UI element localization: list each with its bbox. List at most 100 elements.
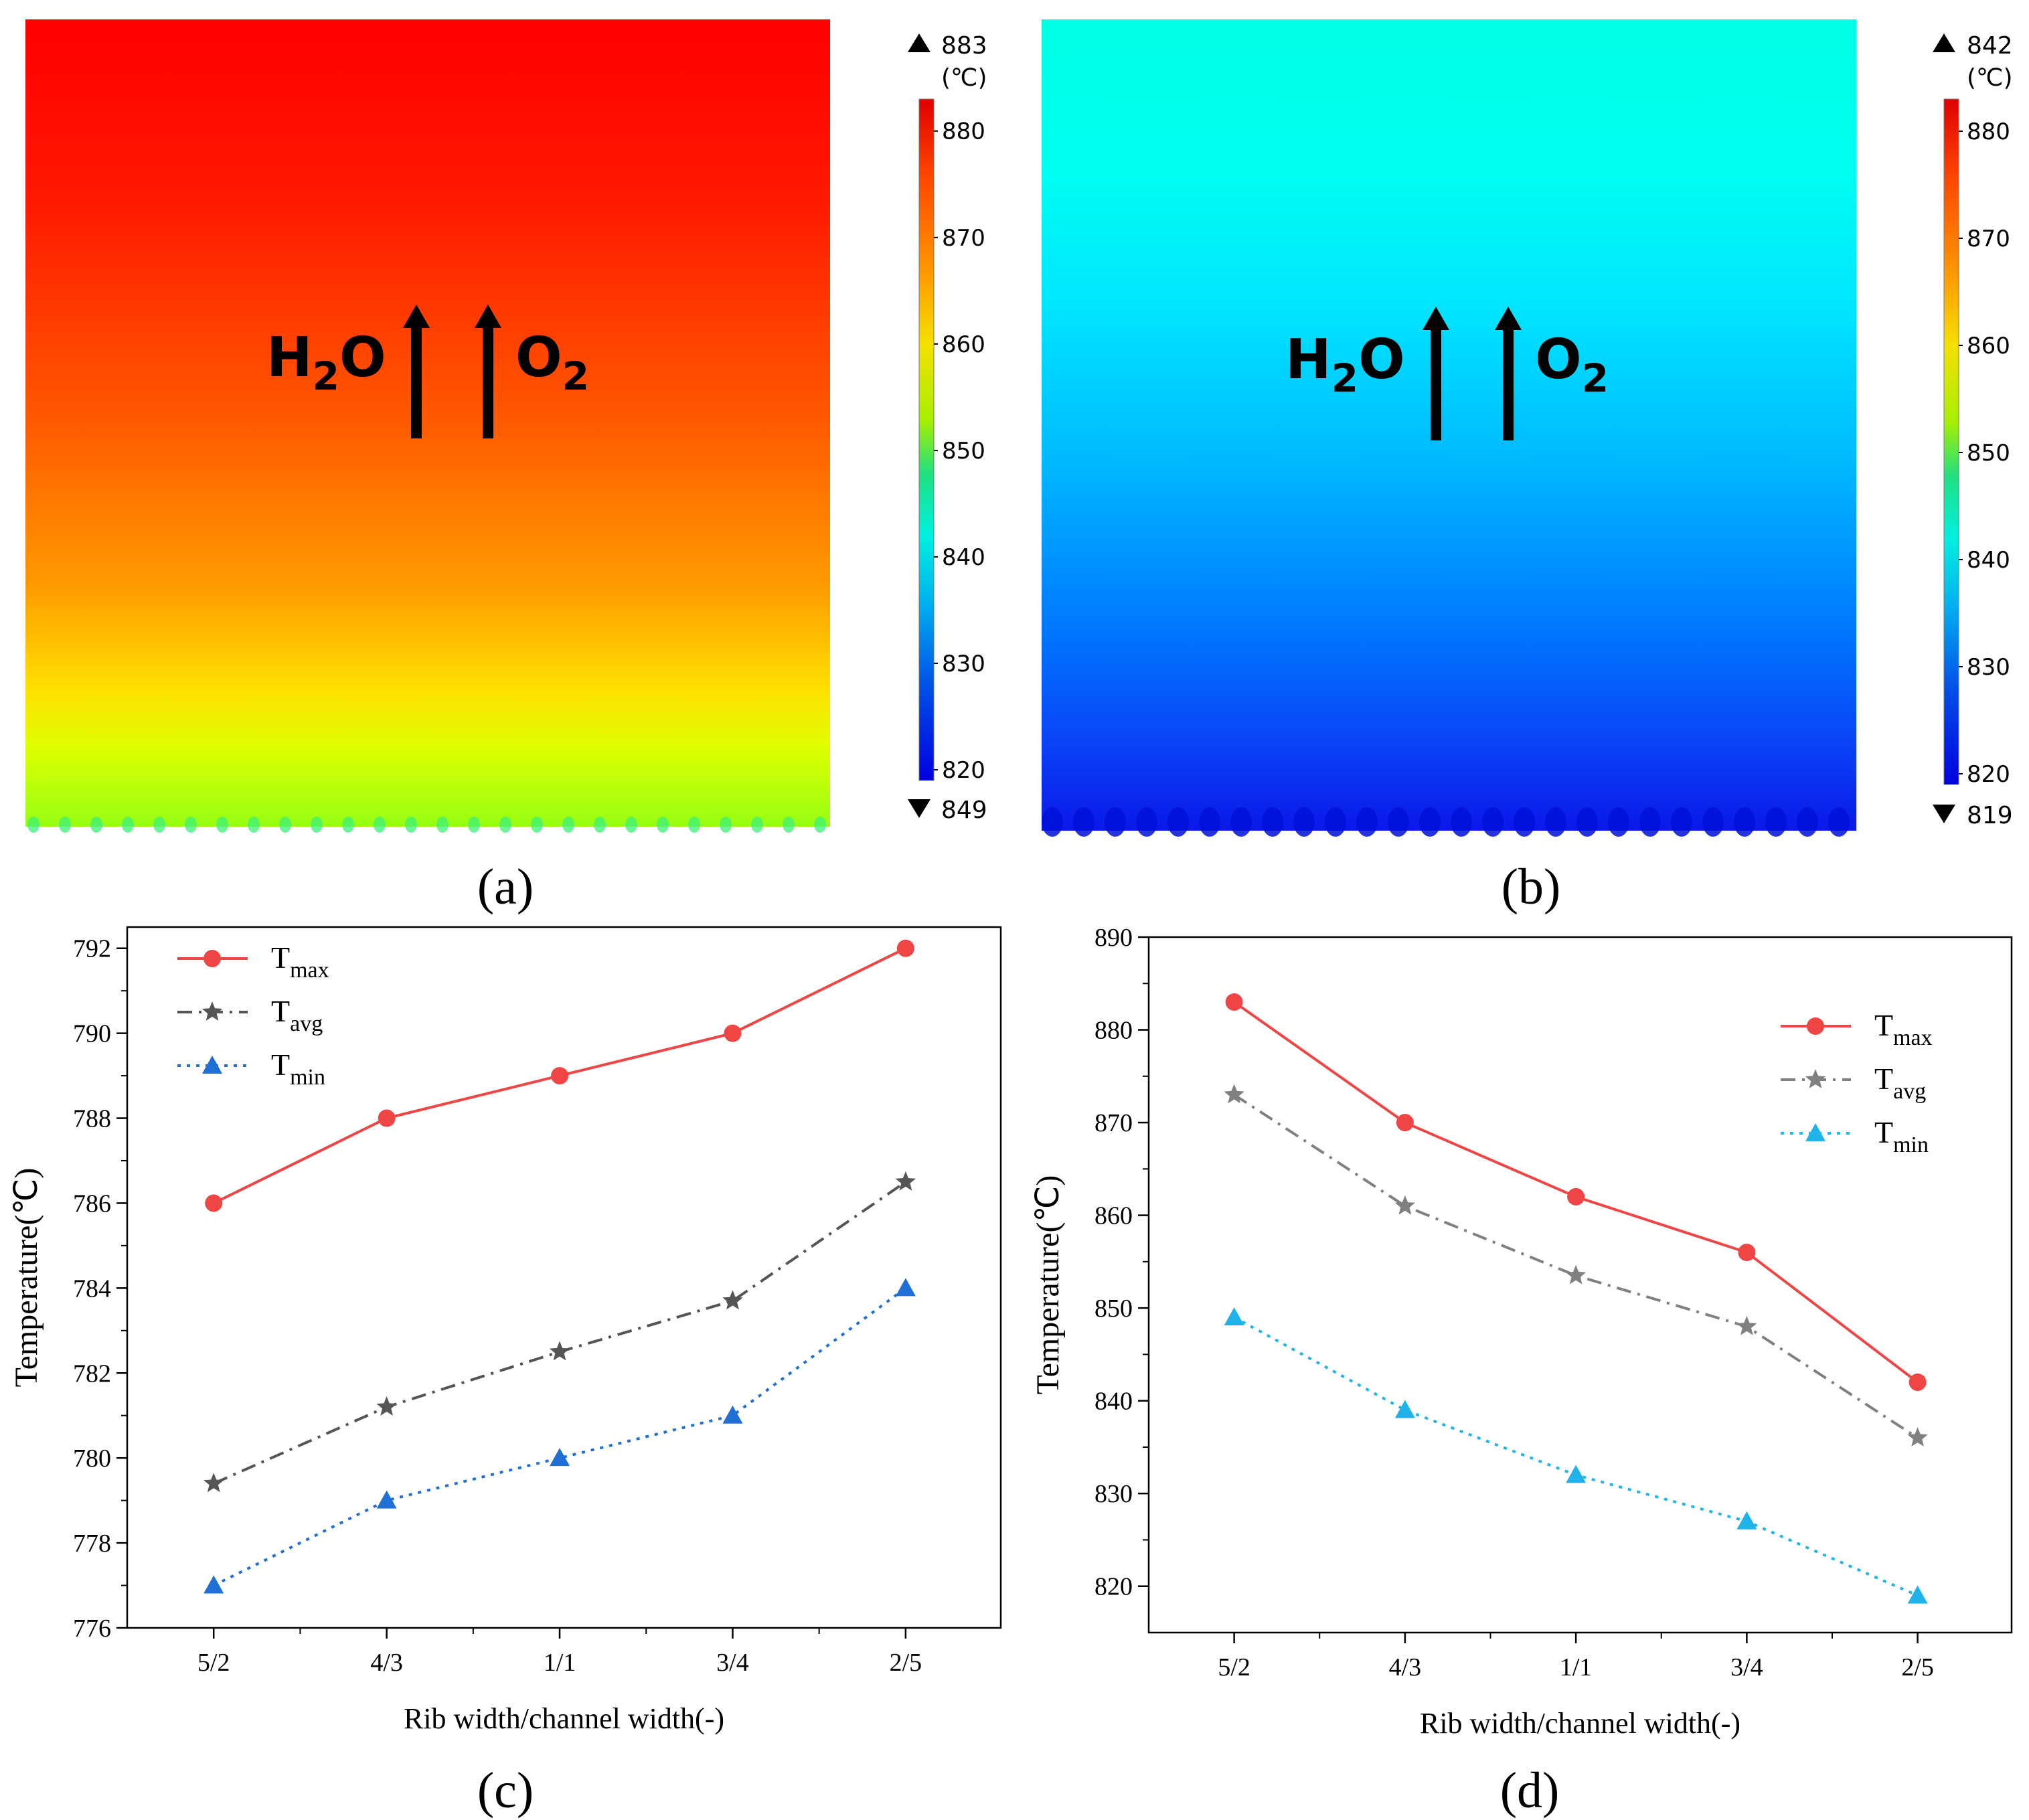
data-point-min (204, 1575, 224, 1594)
o2-arrowhead-b (1495, 307, 1522, 330)
contour-bump-b (1451, 807, 1472, 837)
data-point-max (1909, 1373, 1927, 1391)
contour-bump-a (27, 817, 39, 833)
panel-label-b: (b) (1502, 859, 1561, 915)
data-point-min (1736, 1511, 1757, 1529)
colorbar-min-marker-b (1933, 805, 1955, 823)
contour-bump-a (594, 817, 606, 833)
x-tick-label: 1/1 (544, 1649, 576, 1677)
contour-bump-a (342, 817, 354, 833)
contour-bump-b (1356, 807, 1378, 837)
x-tick-label: 2/5 (890, 1649, 922, 1677)
contour-bump-b (1073, 807, 1094, 837)
x-tick-label: 5/2 (1218, 1653, 1250, 1681)
contour-bump-a (814, 817, 826, 833)
h2o-arrowhead-b (1423, 307, 1449, 330)
x-tick-label: 5/2 (197, 1649, 230, 1677)
contour-bump-a (783, 817, 795, 833)
data-point-max (551, 1067, 569, 1085)
colorbar-ticks-a: 880 870 860 850 840 830 820 (934, 118, 985, 784)
data-point-max (1225, 993, 1243, 1011)
chart-d: 820 830 840 850 860 870 880 890 5/2 4/3 1/1 3/4 2/5 R… (1030, 924, 2013, 1740)
contour-bump-b (1702, 807, 1724, 837)
contour-bump-b (1325, 807, 1346, 837)
contour-bump-a (688, 817, 700, 833)
contour-bump-b (1608, 807, 1629, 837)
y-tick-label: 850 (1094, 1295, 1133, 1323)
colorbar-min-marker-a (908, 799, 930, 818)
contour-bump-b (1482, 807, 1504, 837)
legend-marker-avg (201, 1001, 223, 1021)
data-point-avg (722, 1290, 743, 1310)
colorbar-tick-label: 870 (1967, 226, 2010, 252)
contour-bump-b (1765, 807, 1787, 837)
contour-bump-b (1042, 807, 1063, 837)
data-point-max (1738, 1244, 1756, 1262)
y-tick-label: 780 (73, 1444, 111, 1473)
contour-bump-a (216, 817, 228, 833)
colorbar-tick-label: 860 (942, 331, 985, 358)
y-tick-label: 890 (1094, 924, 1133, 952)
contour-field-a (25, 19, 830, 827)
colorbar-tick-label: 860 (1967, 333, 2010, 359)
colorbar-a (918, 98, 935, 781)
data-point-max (205, 1194, 223, 1212)
contour-field-b (1042, 19, 1856, 831)
contour-bump-b (1419, 807, 1441, 837)
colorbar-max-marker-b (1933, 33, 1955, 52)
colorbar-tick-label: 850 (942, 438, 985, 465)
data-point-avg (1394, 1195, 1416, 1215)
colorbar-tick-label: 880 (1967, 118, 2010, 145)
contour-bump-a (531, 817, 543, 833)
data-point-avg (1224, 1084, 1244, 1104)
x-axis-label: Rib width/channel width(-) (404, 1702, 724, 1735)
x-tick-label: 3/4 (716, 1649, 749, 1677)
legend-marker-avg (1805, 1069, 1826, 1088)
x-tick-label: 1/1 (1560, 1653, 1593, 1681)
colorbar-tick-label: 820 (1967, 761, 2010, 788)
data-point-avg (204, 1473, 224, 1493)
y-tick-label: 840 (1094, 1388, 1133, 1416)
contour-bump-b (1514, 807, 1535, 837)
y-tick-label: 788 (73, 1105, 111, 1133)
panel-b-contour: H2O O2 842 (℃) 880 870 860 850 840 830 820 819… (1042, 19, 2013, 915)
contour-bump-b (1230, 807, 1252, 837)
y-axis-label: Temperature(℃) (1030, 1175, 1066, 1395)
colorbar-tick-label: 830 (942, 651, 985, 677)
y-tick-label: 790 (73, 1020, 111, 1048)
contour-bump-a (436, 817, 449, 833)
legend-marker-min (1805, 1123, 1825, 1141)
y-tick-label: 782 (73, 1359, 111, 1388)
h2o-label-a: H2O (266, 326, 386, 399)
contour-bump-b (1199, 807, 1220, 837)
chart-c: 776 778 780 782 784 786 788 790 792 5/2 4/3 1/1 3/4 2… (9, 926, 1002, 1735)
data-point-avg (549, 1341, 570, 1361)
y-tick-label: 784 (73, 1274, 111, 1303)
data-point-avg (895, 1171, 916, 1191)
data-point-avg (376, 1396, 397, 1416)
contour-bump-a (279, 817, 291, 833)
contour-bump-b (1293, 807, 1315, 837)
contour-bump-a (562, 817, 574, 833)
y-tick-label: 870 (1094, 1109, 1133, 1137)
contour-bottom-pattern-a (27, 817, 826, 833)
colorbar-tick-label: 820 (942, 757, 985, 784)
contour-bottom-pattern-b (1042, 807, 1850, 837)
contour-bump-b (1388, 807, 1409, 837)
panel-label-d: (d) (1500, 1762, 1560, 1819)
plot-frame (1147, 936, 2013, 1634)
panel-a-contour: H2O O2 883 (℃) 880 870 860 850 840 830 820 849… (25, 19, 987, 915)
y-tick-label: 860 (1094, 1202, 1133, 1230)
legend-label-min: Tmin (271, 1048, 325, 1090)
contour-bump-a (720, 817, 732, 833)
series-line-min (1233, 1316, 1919, 1597)
data-point-min (550, 1448, 570, 1467)
legend-label-max: Tmax (271, 940, 329, 983)
series-line-min (213, 1287, 907, 1587)
legend-label-avg: Tavg (1874, 1062, 1926, 1104)
colorbar-tick-label: 830 (1967, 654, 2010, 681)
data-point-min (376, 1490, 397, 1509)
colorbar-min-value-a: 849 (941, 797, 987, 824)
contour-bump-a (59, 817, 71, 833)
panel-label-c: (c) (477, 1762, 534, 1819)
